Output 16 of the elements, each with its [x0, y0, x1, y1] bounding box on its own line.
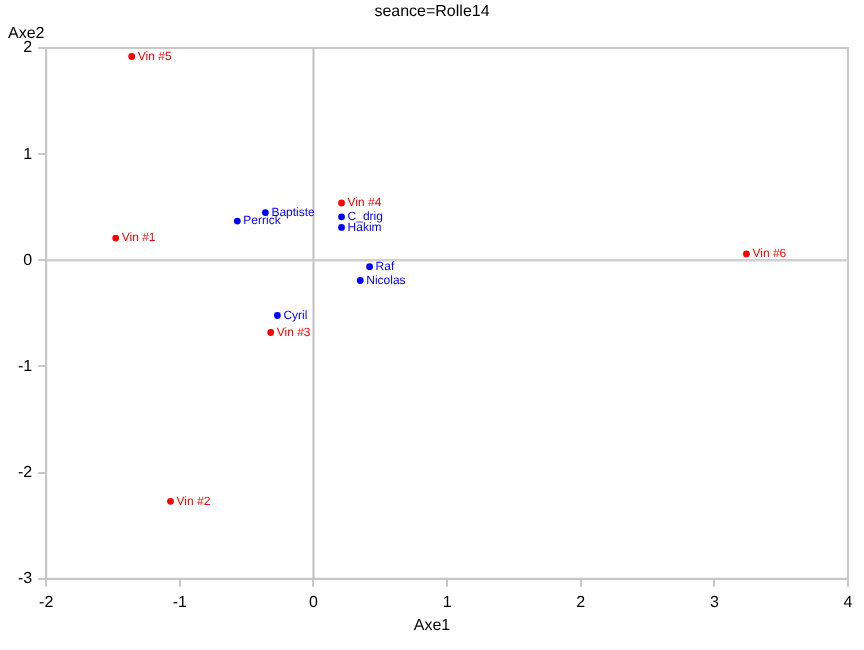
- x-tick-label: 3: [709, 592, 720, 611]
- y-tick-label: 0: [23, 250, 34, 269]
- y-tick-label: -2: [17, 463, 34, 482]
- x-tick-label: 1: [442, 592, 453, 611]
- x-tick-label: 2: [576, 592, 587, 611]
- y-tick-label: 2: [23, 38, 34, 57]
- y-axis-title: Axe2: [8, 24, 45, 42]
- x-axis-title: Axe1: [411, 616, 453, 634]
- y-tick-label: 1: [23, 144, 34, 163]
- x-tick-label: -1: [172, 592, 189, 611]
- x-tick-label: -2: [39, 592, 55, 611]
- y-tick-label: -1: [17, 356, 34, 375]
- y-tick-label: -3: [17, 569, 34, 588]
- x-tick-label: 4: [843, 592, 854, 611]
- x-tick-label: 0: [309, 592, 320, 611]
- chart-title: seance=Rolle14: [372, 2, 492, 20]
